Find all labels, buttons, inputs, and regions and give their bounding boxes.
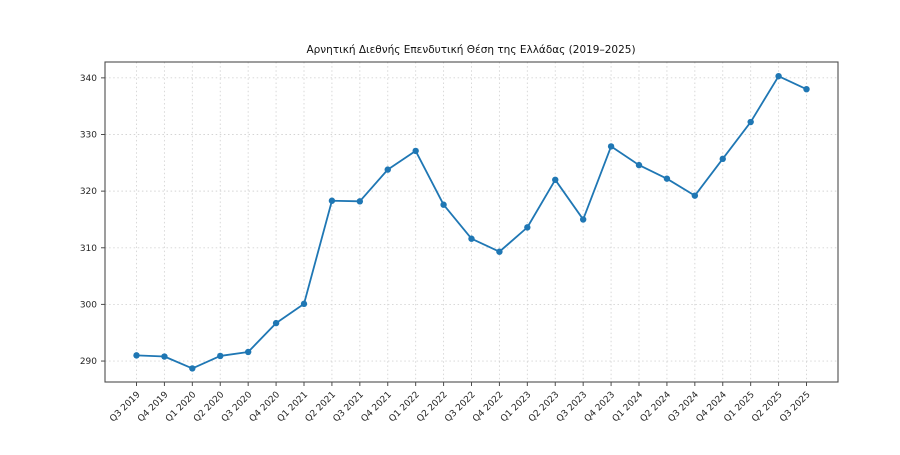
data-point <box>412 147 419 155</box>
data-point <box>440 201 447 208</box>
data-point <box>300 300 308 308</box>
data-point <box>244 348 252 356</box>
data-point <box>747 118 754 126</box>
data-point <box>552 176 559 184</box>
data-point <box>579 216 587 223</box>
data-point <box>189 365 196 372</box>
chart-title: Αρνητική Διεθνής Επενδυτική Θέση της Ελλ… <box>306 44 636 56</box>
data-point <box>496 248 503 255</box>
data-point <box>663 175 671 182</box>
data-point <box>803 85 810 93</box>
data-point <box>719 155 726 163</box>
y-tick-label: 330 <box>80 130 97 140</box>
data-point <box>775 72 782 80</box>
y-tick-label: 320 <box>80 187 97 197</box>
data-point <box>217 352 224 360</box>
data-point <box>272 319 280 327</box>
data-point <box>607 143 615 150</box>
data-point <box>384 166 391 173</box>
data-point <box>468 235 475 242</box>
data-point <box>635 161 643 169</box>
data-point <box>328 197 336 204</box>
data-point <box>524 224 531 231</box>
data-point <box>161 353 168 360</box>
y-tick-label: 290 <box>80 357 97 367</box>
y-tick-label: 310 <box>80 244 97 254</box>
data-point <box>133 352 140 359</box>
y-tick-label: 300 <box>80 300 97 310</box>
x-tick-label: Q3 2025 <box>778 390 812 424</box>
y-tick-label: 340 <box>80 74 97 84</box>
data-point <box>356 198 364 205</box>
data-point <box>691 192 699 199</box>
